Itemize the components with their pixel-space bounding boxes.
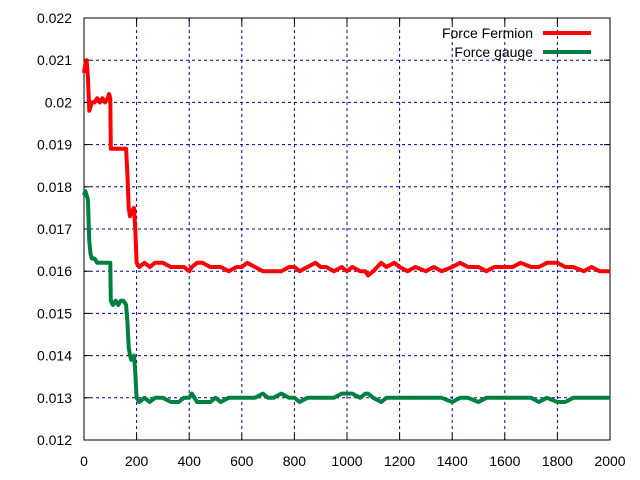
x-tick-label: 200 (125, 453, 149, 469)
y-tick-label: 0.019 (37, 137, 72, 153)
x-tick-label: 0 (80, 453, 88, 469)
y-tick-label: 0.013 (37, 390, 72, 406)
x-tick-label: 1400 (437, 453, 468, 469)
series-area (82, 58, 610, 404)
legend: Force Fermion Force gauge (442, 25, 591, 60)
x-tick-label: 800 (283, 453, 307, 469)
x-tick-label: 1600 (489, 453, 520, 469)
x-tick-label: 2000 (594, 453, 625, 469)
series-line-force-fermion (82, 58, 610, 278)
x-tick-label: 1800 (542, 453, 573, 469)
y-tick-label: 0.021 (37, 52, 72, 68)
legend-label: Force gauge (454, 44, 533, 60)
y-tick-label: 0.012 (37, 432, 72, 448)
x-tick-label: 600 (230, 453, 254, 469)
grid (84, 18, 610, 440)
x-tick-label: 1000 (331, 453, 362, 469)
y-tick-label: 0.022 (37, 10, 72, 26)
y-tick-label: 0.014 (37, 348, 72, 364)
x-tick-label: 400 (178, 453, 202, 469)
y-tick-label: 0.016 (37, 263, 72, 279)
axes: 0 200 400 600 800 1000 1200 1400 1600 1800 2000 0.0… (37, 10, 626, 469)
y-tick-label: 0.017 (37, 221, 72, 237)
y-tick-label: 0.015 (37, 305, 72, 321)
series-line-force-gauge (82, 189, 610, 404)
legend-label: Force Fermion (442, 25, 533, 41)
plot-frame (83, 17, 611, 441)
y-tick-label: 0.018 (37, 179, 72, 195)
y-tick-label: 0.02 (45, 94, 72, 110)
x-tick-label: 1200 (384, 453, 415, 469)
